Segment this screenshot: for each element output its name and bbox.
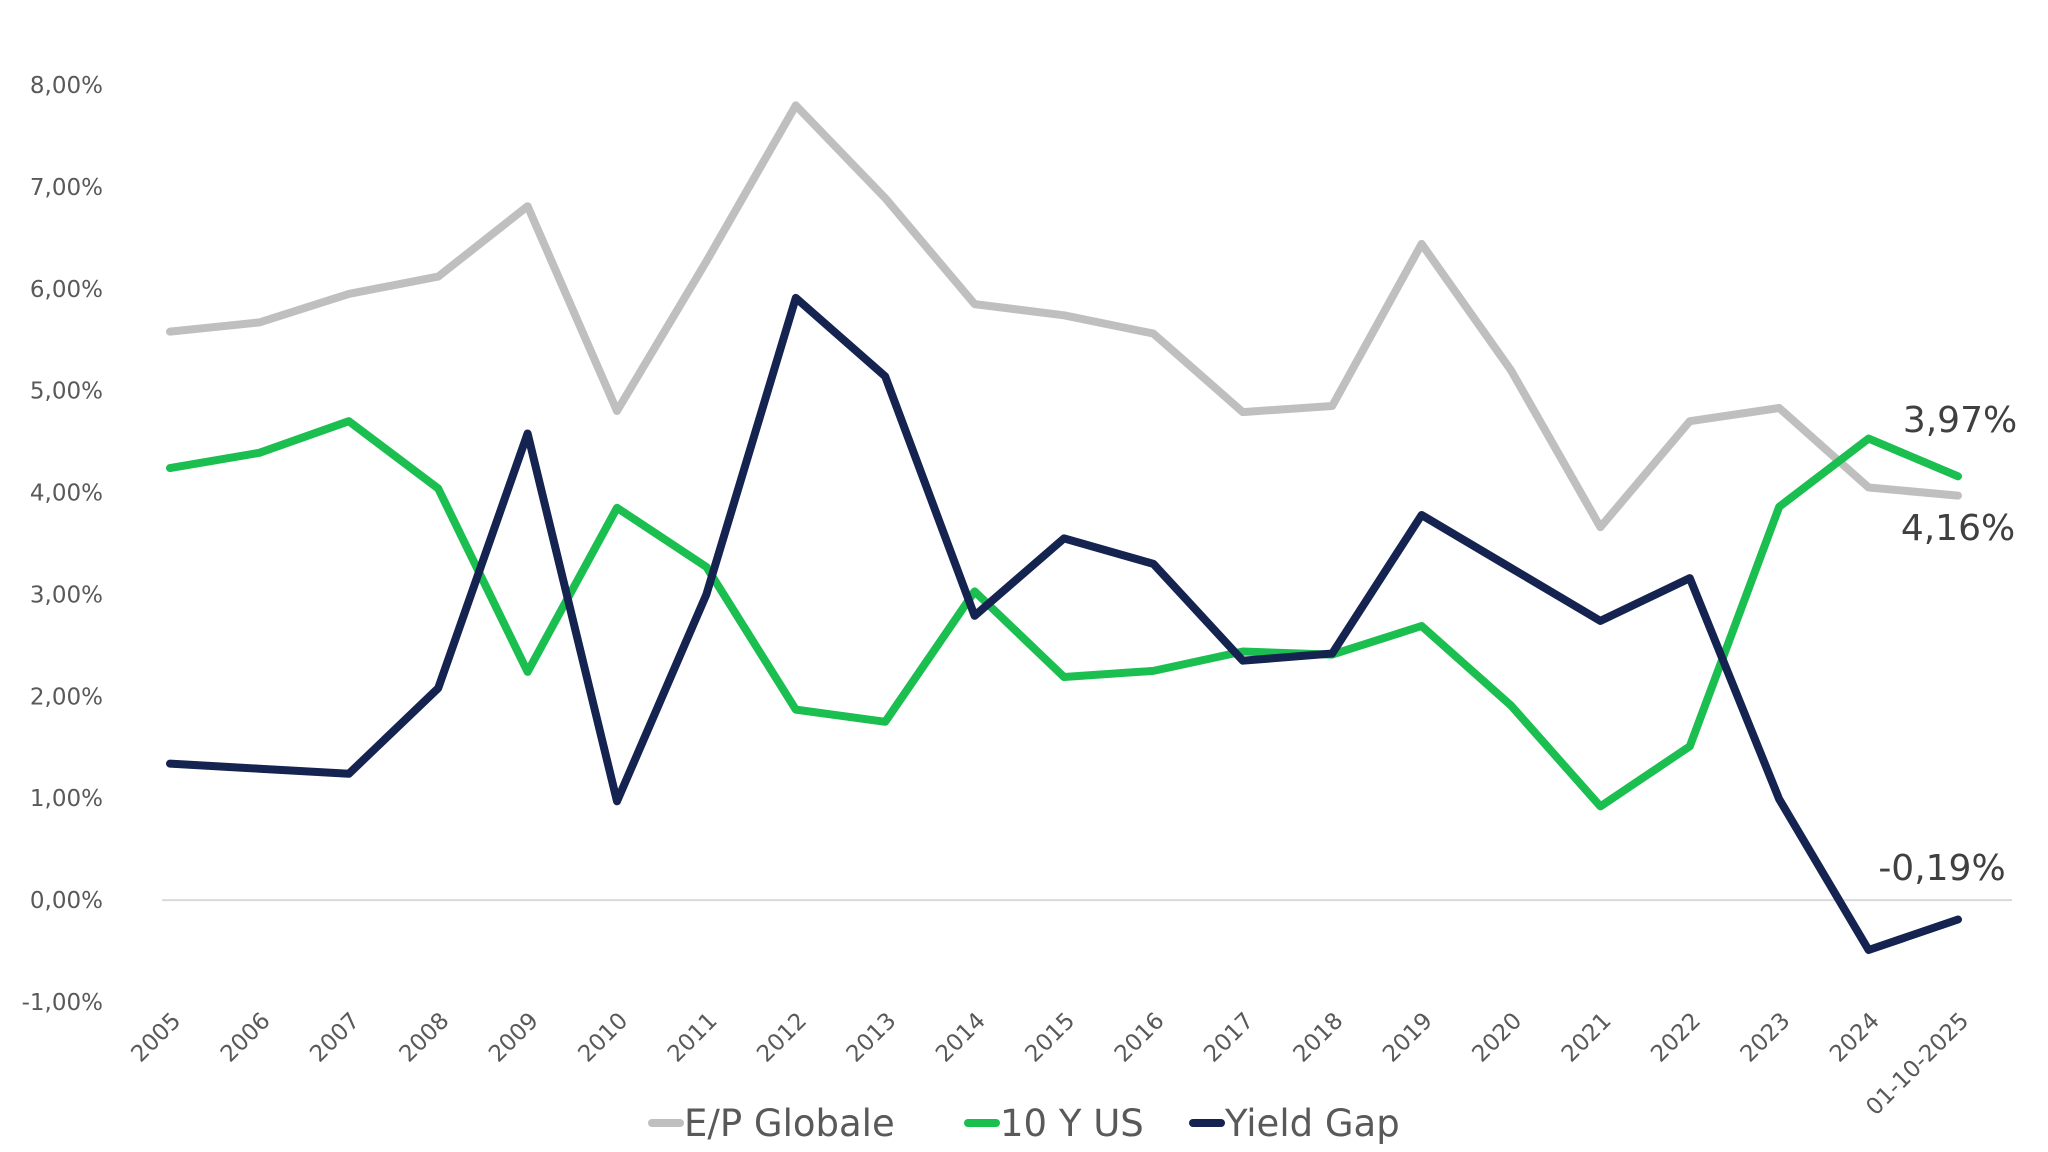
x-tick-label: 2009 [484,1008,544,1068]
x-tick-label: 2005 [126,1008,186,1068]
x-tick-label: 2013 [842,1008,902,1068]
x-tick-label: 2007 [305,1008,365,1068]
series-line-e-p-globale [166,101,1962,532]
x-tick-label: 2020 [1467,1008,1527,1068]
x-tick-label: 2024 [1825,1008,1885,1068]
y-tick-label: 7,00% [30,175,103,201]
y-tick-label: 6,00% [30,277,103,303]
y-tick-label: 4,00% [30,481,103,507]
x-tick-label: 2012 [752,1008,812,1068]
series-line-yield-gap [166,293,1962,954]
x-tick-label: 2010 [573,1008,633,1068]
legend-label: Yield Gap [1224,1102,1400,1145]
data-label: 4,16% [1901,508,2015,549]
data-label: -0,19% [1878,848,2005,889]
x-tick-label: 2018 [1289,1008,1349,1068]
x-tick-label: 2014 [931,1008,991,1068]
x-tick-label: 2011 [663,1008,723,1068]
x-tick-label: 2022 [1646,1008,1706,1068]
x-tick-label: 2008 [395,1008,455,1068]
x-tick-label: 2016 [1110,1008,1170,1068]
legend-label: 10 Y US [1000,1102,1144,1145]
data-label: 3,97% [1903,400,2017,441]
x-tick-label: 2017 [1199,1008,1259,1068]
annotations: 3,97% 4,16% -0,19% [1878,400,2017,889]
legend: E/P Globale 10 Y US Yield Gap [648,1102,1400,1145]
legend-label: E/P Globale [684,1102,895,1145]
y-tick-label: 5,00% [30,379,103,405]
series-lines [166,101,1962,954]
x-tick-label: 2023 [1736,1008,1796,1068]
series-line-10-y-us [166,417,1962,811]
y-tick-label: 8,00% [30,73,103,99]
y-tick-label: -1,00% [22,990,103,1016]
y-tick-label: 3,00% [30,582,103,608]
y-tick-label: 1,00% [30,786,103,812]
x-tick-label: 2021 [1557,1008,1617,1068]
x-tick-label: 2006 [216,1008,276,1068]
y-tick-label: 0,00% [30,888,103,914]
x-tick-label: 2015 [1020,1008,1080,1068]
y-tick-label: 2,00% [30,684,103,710]
y-axis-ticks: -1,00% 0,00% 1,00% 2,00% 3,00% 4,00% 5,00% 6,00… [22,73,103,1016]
x-tick-label: 2019 [1378,1008,1438,1068]
